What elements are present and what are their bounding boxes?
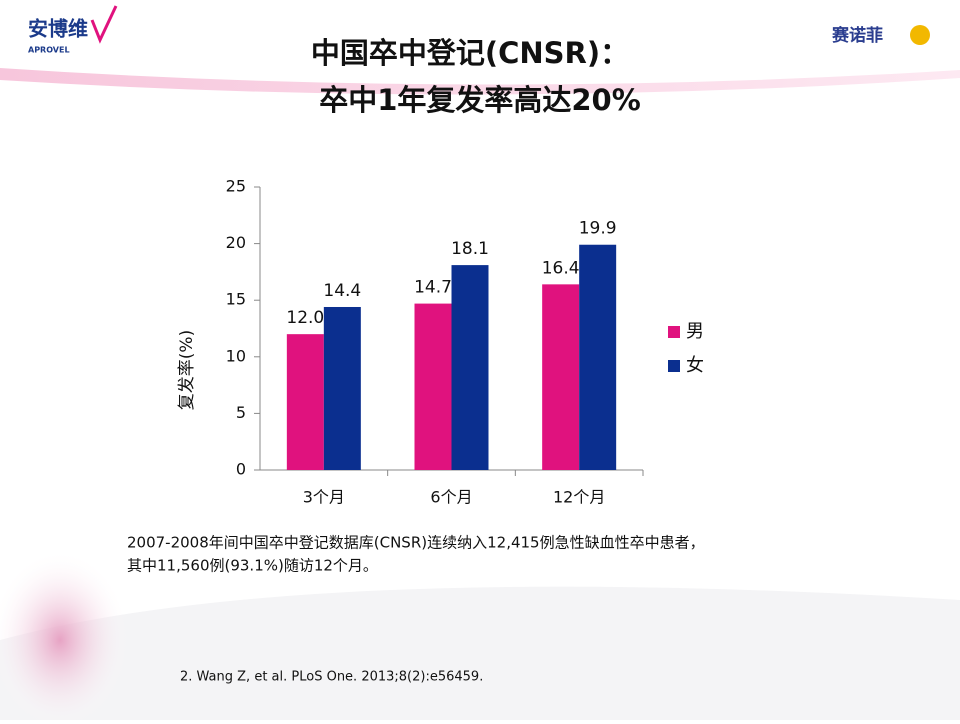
decor-band xyxy=(0,68,960,95)
y-tick-label: 20 xyxy=(226,233,246,252)
data-label: 14.4 xyxy=(323,281,361,301)
x-tick-label: 12个月 xyxy=(553,488,605,507)
title-line: 中国卒中登记(CNSR)： xyxy=(311,36,629,70)
data-label: 16.4 xyxy=(542,258,580,278)
bar xyxy=(286,334,324,470)
y-axis-label: 复发率(%) xyxy=(177,330,197,410)
data-label: 19.9 xyxy=(579,219,617,239)
y-tick-label: 5 xyxy=(236,403,246,422)
y-tick-label: 25 xyxy=(226,177,246,196)
note-line: 其中11,560例(93.1%)随访12个月。 xyxy=(127,557,378,575)
legend-label: 男 xyxy=(686,321,704,342)
x-tick-label: 3个月 xyxy=(303,488,345,507)
y-tick-label: 0 xyxy=(236,460,246,479)
logo-check xyxy=(90,5,118,44)
bar xyxy=(542,284,580,470)
legend-swatch xyxy=(668,360,680,372)
bar xyxy=(414,303,452,470)
data-label: 12.0 xyxy=(286,308,324,328)
bar xyxy=(451,265,489,470)
logo-left: 安博维 xyxy=(28,17,88,41)
decor-floor xyxy=(0,586,960,720)
legend-swatch xyxy=(668,326,680,338)
y-tick-label: 10 xyxy=(226,346,246,365)
data-label: 18.1 xyxy=(451,239,489,259)
logo-right-mark xyxy=(910,25,930,45)
bar xyxy=(579,244,617,470)
title-line: 卒中1年复发率高达20% xyxy=(319,83,641,117)
note-line: 2007-2008年间中国卒中登记数据库(CNSR)连续纳入12,415例急性缺… xyxy=(127,534,705,552)
y-tick-label: 15 xyxy=(226,290,246,309)
decor-figure xyxy=(0,550,130,724)
data-label: 14.7 xyxy=(414,278,452,298)
legend-label: 女 xyxy=(686,355,704,376)
reference: 2. Wang Z, et al. PLoS One. 2013;8(2):e5… xyxy=(180,670,483,685)
logo-right: 赛诺菲 xyxy=(831,25,883,46)
bar xyxy=(323,306,361,470)
logo-left-sub: APROVEL xyxy=(28,46,70,55)
x-tick-label: 6个月 xyxy=(430,488,472,507)
